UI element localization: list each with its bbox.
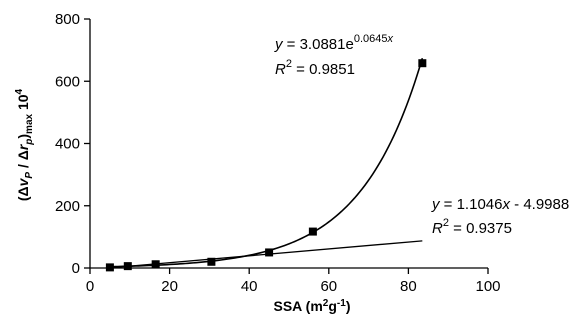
y-title-r: r <box>15 143 31 150</box>
exp-r2-label: R2 = 0.9851 <box>275 58 355 78</box>
lin-eq-rest: - 4.9988 <box>510 196 569 213</box>
y-title-open: (Δ <box>15 186 31 201</box>
x-title-main: SSA (m <box>274 298 323 314</box>
data-points <box>105 59 427 272</box>
x-tick-label: 60 <box>320 278 337 295</box>
y-title-vsub: P <box>24 172 35 179</box>
lin-r2-value: = 0.9375 <box>449 220 512 237</box>
x-title-sup1: 2 <box>323 298 329 309</box>
y-tick-label: 200 <box>55 198 80 215</box>
y-tick-label: 800 <box>55 11 80 28</box>
lin-eq-lhs: y <box>431 196 441 213</box>
x-title-end: ) <box>346 298 351 314</box>
y-title-v: v <box>15 177 31 186</box>
lin-equation-label: y = 1.1046x - 4.9988 <box>431 196 569 213</box>
exp-eq-lhs: y <box>274 36 284 53</box>
exp-eq-exp-var: x <box>386 33 393 45</box>
y-axis-title: (ΔvP / Δrp)max 104 <box>14 88 35 201</box>
y-title-tail: 10 <box>15 94 31 114</box>
x-tick-label: 20 <box>161 278 178 295</box>
y-title-rsub: p <box>24 139 35 146</box>
y-tick-label: 600 <box>55 73 80 90</box>
y-title-max: max <box>24 113 35 133</box>
x-axis-title: SSA (m2g-1) <box>274 298 351 314</box>
lin-eq-var: x <box>501 196 510 213</box>
exp-r2-sup: 2 <box>286 58 292 70</box>
y-ticks: 0 200 400 600 800 <box>55 11 90 277</box>
exponential-trendline <box>109 57 424 268</box>
x-tick-label: 40 <box>241 278 258 295</box>
trendlines <box>109 57 424 269</box>
exp-r2-value: = 0.9851 <box>292 61 355 78</box>
exp-equation-label: y = 3.0881e0.0645x <box>274 33 393 53</box>
exp-r2-r: R <box>275 61 286 78</box>
x-ticks: 0 20 40 60 80 100 <box>86 268 501 295</box>
y-title-close: ) <box>15 134 31 139</box>
data-point <box>207 257 216 266</box>
exp-eq-rhs: = 3.0881e <box>283 36 354 53</box>
axes: 0 200 400 600 800 0 20 40 60 80 100 <box>55 11 501 295</box>
data-point <box>105 263 114 272</box>
y-title-slash: / Δ <box>15 150 31 172</box>
exp-eq-exp: 0.0645 <box>354 33 388 45</box>
data-point <box>308 227 317 236</box>
lin-r2-label: R2 = 0.9375 <box>432 217 512 237</box>
y-tick-label: 0 <box>72 260 80 277</box>
lin-r2-sup: 2 <box>443 217 449 229</box>
data-point <box>151 260 160 269</box>
y-tick-label: 400 <box>55 136 80 153</box>
x-tick-label: 80 <box>400 278 417 295</box>
data-point <box>418 59 427 68</box>
data-point <box>123 262 132 271</box>
x-tick-label: 0 <box>86 278 94 295</box>
x-tick-label: 100 <box>475 278 500 295</box>
data-point <box>265 248 274 257</box>
lin-r2-r: R <box>432 220 443 237</box>
lin-eq-rhs: = 1.1046 <box>440 196 503 213</box>
y-title-sup: 4 <box>14 88 25 94</box>
x-title-sup2: -1 <box>337 298 346 309</box>
x-title-mid: g <box>328 298 337 314</box>
